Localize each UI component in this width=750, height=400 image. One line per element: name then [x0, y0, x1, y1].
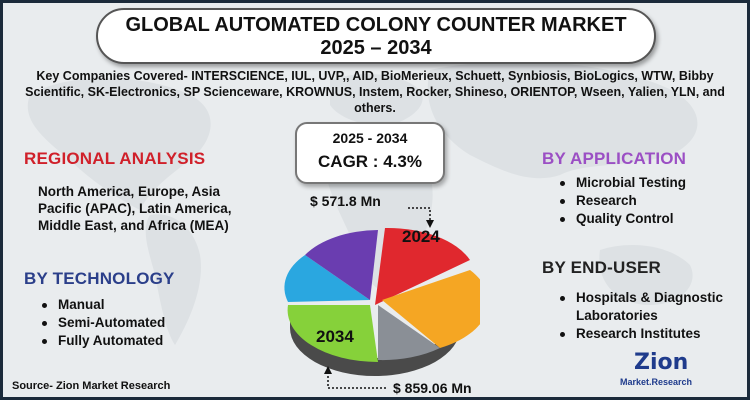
regional-analysis-heading: REGIONAL ANALYSIS: [24, 149, 206, 168]
title-line-2: 2025 – 2034: [320, 37, 432, 59]
list-item: Semi-Automated: [38, 314, 165, 332]
arrow-top-icon: [408, 207, 431, 222]
title-banner: GLOBAL AUTOMATED COLONY COUNTER MARKET 2…: [96, 8, 656, 64]
pie-slice-purple: [305, 230, 378, 300]
list-item: Research Institutes: [556, 325, 746, 343]
cagr-period: 2025 - 2034: [332, 130, 408, 146]
pie-label-2034: 2034: [316, 327, 354, 346]
arrow-bottom-head-icon: [324, 366, 332, 374]
arrow-bottom-icon: [327, 372, 388, 389]
pie-depth: [290, 310, 460, 376]
end-user-list: Hospitals & Diagnostic Laboratories Rese…: [556, 289, 746, 343]
value-2025-label: $ 571.8 Mn: [310, 193, 381, 209]
zion-logo: Zion Market.Research: [620, 350, 720, 394]
cagr-box: 2025 - 2034 CAGR : 4.3%: [295, 122, 445, 184]
arrow-top-head-icon: [426, 220, 434, 228]
pie-slice-orange: [382, 270, 480, 348]
pie-graphic: 2024 2034: [284, 207, 480, 389]
list-item: Hospitals & Diagnostic Laboratories: [556, 289, 746, 325]
list-item: Research: [556, 192, 686, 210]
cagr-value: CAGR : 4.3%: [318, 152, 422, 171]
pie-slice-green: [287, 305, 378, 363]
value-2034-label: $ 859.06 Mn: [393, 380, 472, 396]
pie-slice-gray: [378, 305, 440, 361]
list-item: Fully Automated: [38, 332, 165, 350]
key-companies-text: Key Companies Covered- INTERSCIENCE, IUL…: [25, 69, 725, 115]
title-line-1: GLOBAL AUTOMATED COLONY COUNTER MARKET: [125, 14, 627, 36]
list-item: Manual: [38, 296, 165, 314]
list-item: Microbial Testing: [556, 174, 686, 192]
list-item: Quality Control: [556, 210, 686, 228]
application-list: Microbial Testing Research Quality Contr…: [556, 174, 686, 228]
logo-subtitle: Market.Research: [620, 377, 693, 387]
technology-list: Manual Semi-Automated Fully Automated: [38, 296, 165, 350]
regional-analysis-text: North America, Europe, Asia Pacific (APA…: [38, 184, 232, 233]
pie-slice-red: [375, 227, 470, 305]
technology-heading: BY TECHNOLOGY: [24, 269, 175, 288]
pie-label-2024: 2024: [402, 227, 440, 246]
end-user-heading: BY END-USER: [542, 258, 662, 277]
logo-name: Zion: [634, 350, 689, 375]
source-text: Source- Zion Market Research: [12, 380, 171, 392]
pie-slice-blue: [284, 255, 370, 302]
application-heading: BY APPLICATION: [542, 149, 687, 168]
